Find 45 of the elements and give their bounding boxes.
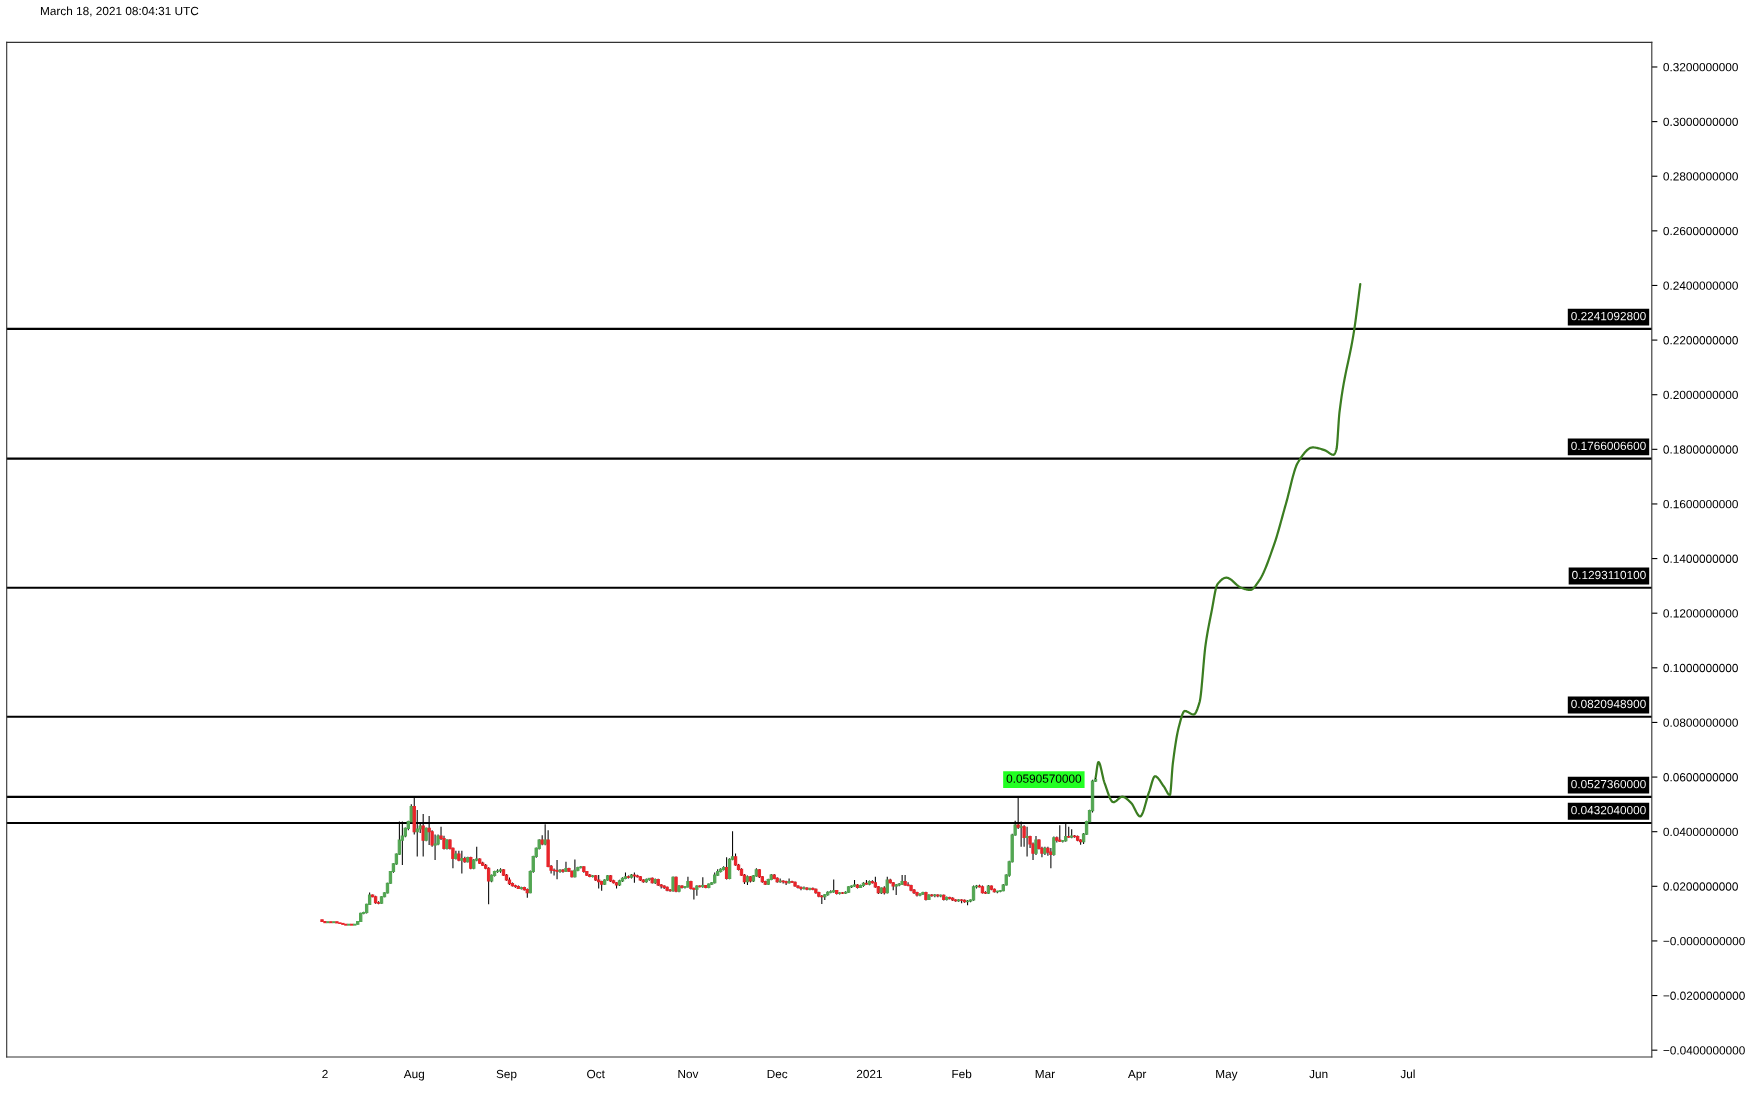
x-tick-label: Apr [1127,1069,1147,1081]
y-tick-label: 0.0400000000 [1663,827,1738,837]
x-tick-label: Jul [1400,1069,1415,1079]
ref-line-label: 0.1766006600 [1571,441,1646,451]
x-tick-label: 2 [322,1069,328,1079]
y-tick-label: 0.1800000000 [1663,445,1738,454]
y-tick-label: 0.3000000000 [1663,117,1738,126]
candlestick [561,868,565,874]
x-tick-label: Nov [678,1069,699,1079]
x-tick-label: Oct [587,1069,605,1079]
y-tick-label: −0.0200000000 [1663,991,1745,1000]
y-tick-label: 0.2000000000 [1663,390,1738,400]
x-tick-label: Aug [403,1069,424,1081]
x-tick-label: Dec [767,1069,788,1079]
ref-line-label: 0.0527360000 [1571,779,1646,789]
y-tick-label: 0.1000000000 [1663,663,1738,673]
x-tick-label: 2021 [856,1069,882,1079]
y-tick-label: −0.0000000000 [1663,936,1745,946]
chart-title: March 18, 2021 08:04:31 UTC [40,6,199,17]
candlestick [555,859,559,880]
candlestick [784,880,788,886]
x-tick-label: Sep [496,1069,517,1081]
y-tick-label: 0.1200000000 [1663,609,1738,618]
ref-line-label: 0.0820948900 [1571,699,1646,709]
y-tick-label: 0.2600000000 [1663,226,1738,236]
x-tick-label: May [1216,1069,1238,1081]
ref-line-label: 0.0432040000 [1571,805,1646,815]
y-tick-label: 0.1400000000 [1663,554,1738,563]
candlestick [903,874,907,887]
annotation: 0.0590570000 [1006,774,1082,783]
y-tick-label: 0.2200000000 [1663,336,1738,345]
y-tick-label: 0.1600000000 [1663,499,1738,509]
y-tick-label: 0.0800000000 [1663,718,1738,727]
y-tick-label: 0.0600000000 [1663,773,1738,782]
y-tick-label: 0.2400000000 [1663,281,1738,290]
x-tick-label: Jun [1309,1069,1328,1079]
y-tick-label: −0.0400000000 [1663,1046,1745,1055]
y-tick-label: 0.3200000000 [1663,63,1738,72]
ref-line-label: 0.1293110100 [1572,570,1646,580]
ref-line-label: 0.2241092800 [1571,311,1646,321]
x-tick-label: Feb [952,1069,972,1079]
y-tick-label: 0.0200000000 [1663,882,1738,891]
x-tick-label: Mar [1035,1069,1055,1079]
y-tick-label: 0.2800000000 [1663,172,1738,181]
candlestick [906,881,910,887]
